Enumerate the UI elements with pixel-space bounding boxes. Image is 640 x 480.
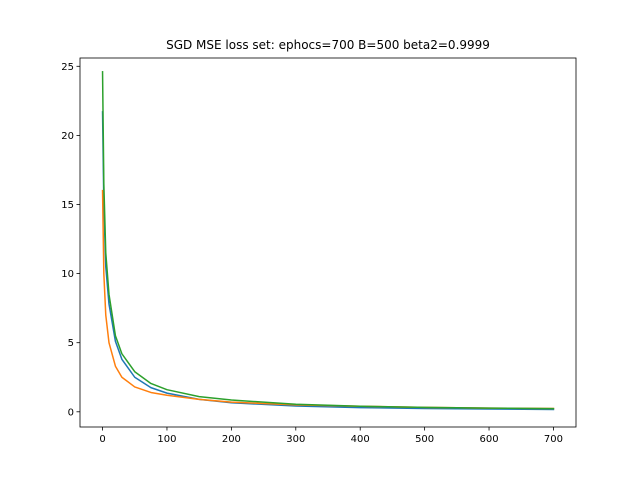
x-tick-label: 600 [479, 434, 498, 445]
y-tick-label: 15 [61, 200, 74, 211]
y-tick-label: 10 [61, 269, 74, 280]
chart-title: SGD MSE loss set: ephocs=700 B=500 beta2… [166, 38, 490, 52]
y-tick-label: 5 [68, 338, 74, 349]
y-tick-label: 25 [61, 62, 74, 73]
x-tick-label: 0 [99, 434, 105, 445]
series-line-3 [101, 71, 555, 410]
axes-layer: 0 100 200 300 400 500 600 700 0 5 10 15 20 25 [61, 57, 577, 445]
x-tick-label: 700 [544, 434, 563, 445]
x-tick-label: 100 [157, 434, 176, 445]
x-tick-label: 300 [286, 434, 305, 445]
y-tick-label: 0 [68, 407, 74, 418]
series-layer [101, 71, 555, 411]
y-tick-label: 20 [61, 131, 74, 142]
axes-frame [79, 57, 577, 428]
x-tick-label: 400 [351, 434, 370, 445]
series-line-1 [101, 111, 555, 411]
x-tick-label: 500 [415, 434, 434, 445]
x-tick-label: 200 [222, 434, 241, 445]
